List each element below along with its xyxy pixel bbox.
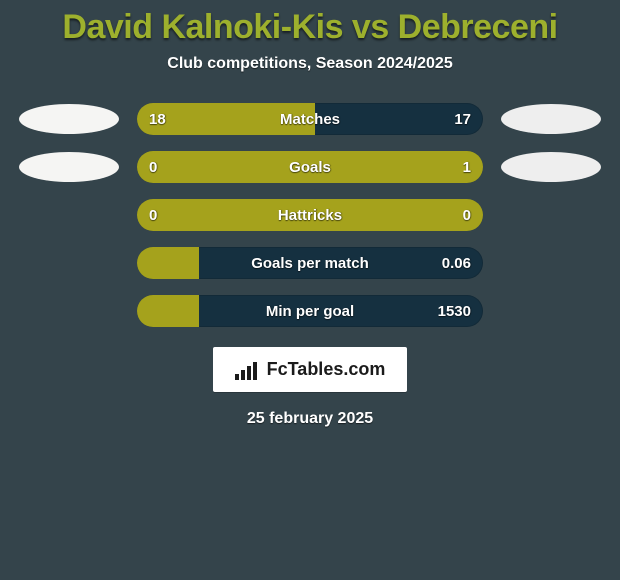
stat-row: 0 Hattricks 0 bbox=[0, 199, 620, 231]
stat-bar-gpm: Goals per match 0.06 bbox=[137, 247, 483, 279]
player-left-oval bbox=[19, 152, 119, 182]
page-title: David Kalnoki-Kis vs Debreceni bbox=[62, 8, 557, 47]
stat-rows: 18 Matches 17 0 Goals 1 0 bbox=[0, 103, 620, 327]
stat-right-value: 1 bbox=[463, 151, 471, 183]
stat-row: 0 Goals 1 bbox=[0, 151, 620, 183]
stat-label: Goals bbox=[137, 151, 483, 183]
stat-right-value: 0 bbox=[463, 199, 471, 231]
stat-bar-mpg: Min per goal 1530 bbox=[137, 295, 483, 327]
brand-text: FcTables.com bbox=[267, 359, 386, 380]
stat-label: Matches bbox=[137, 103, 483, 135]
player-left-oval bbox=[19, 104, 119, 134]
page-subtitle: Club competitions, Season 2024/2025 bbox=[167, 55, 452, 73]
footer: FcTables.com 25 february 2025 bbox=[213, 347, 408, 428]
stat-right-value: 1530 bbox=[438, 295, 471, 327]
stat-right-value: 0.06 bbox=[442, 247, 471, 279]
stat-right-value: 17 bbox=[454, 103, 471, 135]
stat-row: 18 Matches 17 bbox=[0, 103, 620, 135]
stat-bar-hattricks: 0 Hattricks 0 bbox=[137, 199, 483, 231]
stat-label: Min per goal bbox=[137, 295, 483, 327]
stat-bar-matches: 18 Matches 17 bbox=[137, 103, 483, 135]
brand-chart-icon bbox=[235, 360, 259, 380]
stat-bar-goals: 0 Goals 1 bbox=[137, 151, 483, 183]
brand-badge[interactable]: FcTables.com bbox=[213, 347, 408, 392]
player-right-oval bbox=[501, 152, 601, 182]
stat-label: Goals per match bbox=[137, 247, 483, 279]
stat-row: Goals per match 0.06 bbox=[0, 247, 620, 279]
footer-date: 25 february 2025 bbox=[247, 410, 373, 428]
stat-row: Min per goal 1530 bbox=[0, 295, 620, 327]
player-right-oval bbox=[501, 104, 601, 134]
stat-label: Hattricks bbox=[137, 199, 483, 231]
